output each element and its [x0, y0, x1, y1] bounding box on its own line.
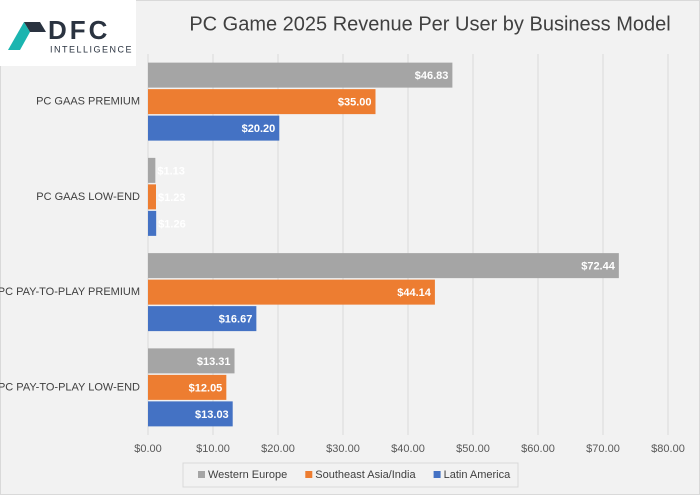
legend-label: Latin America [444, 469, 512, 481]
data-label: $72.44 [581, 261, 616, 273]
x-tick-label: $60.00 [521, 443, 555, 455]
legend-label: Western Europe [208, 469, 287, 481]
data-label: $1.26 [158, 218, 186, 230]
y-tick-label: PC PAY-TO-PLAY LOW-END [0, 381, 140, 393]
bar [148, 184, 156, 210]
data-label: $44.14 [397, 287, 432, 299]
bar [148, 210, 157, 236]
legend-swatch [433, 471, 441, 478]
logo-name: DFC [48, 15, 110, 45]
x-tick-label: $20.00 [261, 443, 295, 455]
x-tick-label: $70.00 [586, 443, 620, 455]
data-label: $35.00 [338, 97, 372, 109]
data-label: $46.83 [415, 70, 449, 82]
legend: Western Europe Southeast Asia/India Latin … [198, 469, 511, 481]
bar [148, 401, 233, 427]
data-label: $13.31 [197, 356, 231, 368]
legend-swatch [198, 471, 205, 478]
logo-mark [8, 22, 30, 50]
data-label: $20.20 [242, 123, 276, 135]
x-tick-label: $50.00 [456, 443, 490, 455]
y-tick-label: PC GAAS LOW-END [36, 191, 140, 203]
legend-label: Southeast Asia/India [315, 469, 416, 481]
x-tick-label: $0.00 [134, 443, 162, 455]
bar [148, 348, 235, 374]
bar [148, 62, 453, 88]
bar [148, 306, 257, 332]
logo-mark [24, 22, 46, 32]
bar [148, 157, 156, 183]
y-tick-label: PC PAY-TO-PLAY PREMIUM [0, 286, 140, 298]
y-tick-label: PC GAAS PREMIUM [36, 96, 140, 108]
bars: PC GAAS PREMIUM $46.83 $35.00 $20.20 PC GAAS… [0, 62, 619, 427]
x-tick-label: $30.00 [326, 443, 360, 455]
data-label: $16.67 [219, 314, 253, 326]
bar [148, 89, 376, 115]
data-label: $13.03 [195, 409, 229, 421]
x-tick-label: $10.00 [196, 443, 230, 455]
x-tick-label: $40.00 [391, 443, 425, 455]
legend-box [182, 462, 519, 488]
bar [148, 279, 435, 305]
bar [148, 253, 619, 279]
data-label: $1.13 [157, 165, 185, 177]
bar [148, 374, 227, 400]
data-label: $1.23 [158, 192, 186, 204]
data-label: $12.05 [189, 382, 223, 394]
x-tick-label: $80.00 [651, 443, 685, 455]
logo-tagline: INTELLIGENCE [50, 44, 133, 54]
legend-swatch [305, 471, 313, 478]
chart-title: PC Game 2025 Revenue Per User by Busines… [189, 13, 670, 35]
bar [148, 115, 280, 141]
